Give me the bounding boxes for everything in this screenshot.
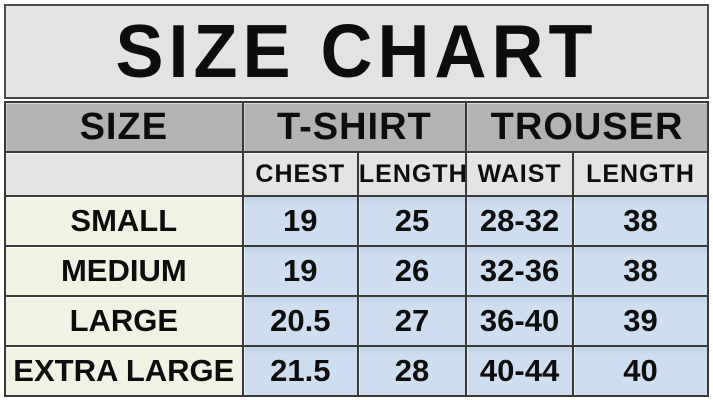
subheader-blank	[4, 151, 244, 197]
table-row-large: LARGE 20.5 27 36-40 39	[4, 295, 709, 347]
subheader-tshirt-length: LENGTH	[356, 151, 468, 197]
chart-title: SIZE CHART	[115, 9, 598, 94]
value-cell-waist: 36-40	[465, 295, 574, 347]
table-row-extra-large: EXTRA LARGE 21.5 28 40-44 40	[4, 345, 709, 397]
table-row-small: SMALL 19 25 28-32 38	[4, 195, 709, 247]
value-cell-tshirt-length: 25	[356, 195, 468, 247]
value-cell-trouser-length: 40	[572, 345, 709, 397]
size-cell: SMALL	[4, 195, 244, 247]
value-cell-tshirt-length: 28	[356, 345, 468, 397]
value-cell-trouser-length: 39	[572, 295, 709, 347]
size-chart-sheet: SIZE CHART SIZE T-SHIRT TROUSER CHEST LE…	[4, 4, 709, 397]
value-cell-chest: 20.5	[241, 295, 359, 347]
table-subheader-row: CHEST LENGTH WAIST LENGTH	[4, 151, 709, 197]
subheader-waist: WAIST	[465, 151, 574, 197]
size-chart-table: SIZE T-SHIRT TROUSER CHEST LENGTH WAIST …	[4, 101, 709, 397]
chart-title-box: SIZE CHART	[4, 4, 709, 99]
header-group-trouser: TROUSER	[465, 101, 709, 153]
value-cell-waist: 40-44	[465, 345, 574, 397]
header-group-tshirt: T-SHIRT	[241, 101, 468, 153]
size-cell: MEDIUM	[4, 245, 244, 297]
value-cell-waist: 32-36	[465, 245, 574, 297]
size-cell: EXTRA LARGE	[4, 345, 244, 397]
value-cell-chest: 19	[241, 245, 359, 297]
subheader-chest: CHEST	[241, 151, 359, 197]
value-cell-chest: 19	[241, 195, 359, 247]
value-cell-chest: 21.5	[241, 345, 359, 397]
table-row-medium: MEDIUM 19 26 32-36 38	[4, 245, 709, 297]
value-cell-trouser-length: 38	[572, 195, 709, 247]
header-size: SIZE	[4, 101, 244, 153]
subheader-trouser-length: LENGTH	[572, 151, 709, 197]
value-cell-tshirt-length: 26	[356, 245, 468, 297]
table-header-row: SIZE T-SHIRT TROUSER	[4, 101, 709, 153]
value-cell-waist: 28-32	[465, 195, 574, 247]
value-cell-trouser-length: 38	[572, 245, 709, 297]
value-cell-tshirt-length: 27	[356, 295, 468, 347]
size-cell: LARGE	[4, 295, 244, 347]
